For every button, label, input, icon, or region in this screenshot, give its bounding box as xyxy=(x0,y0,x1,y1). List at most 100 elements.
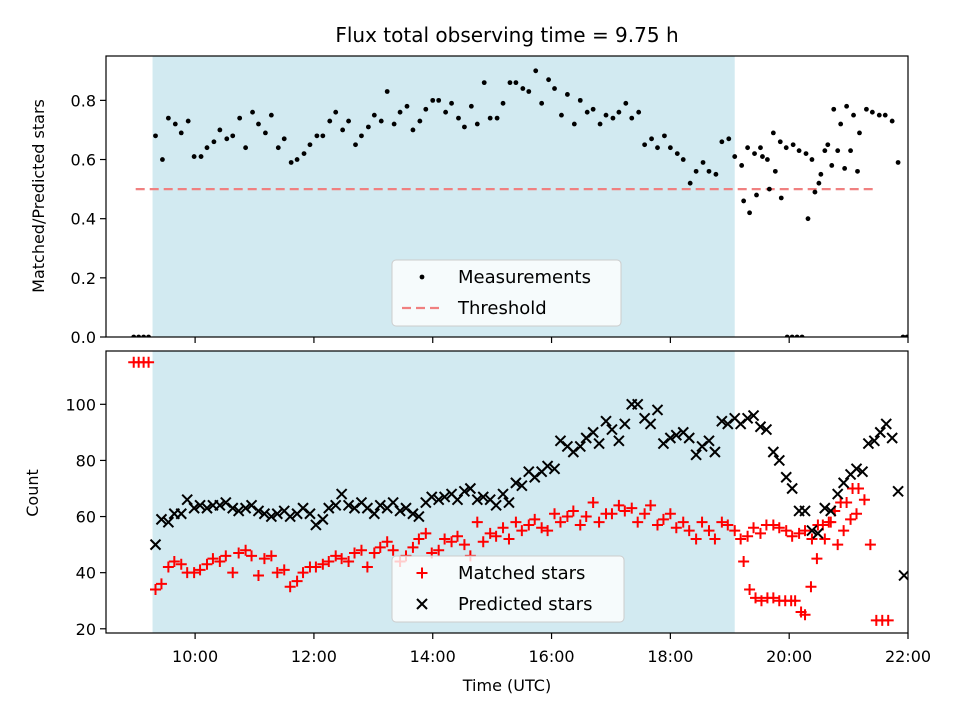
data-point xyxy=(559,112,564,118)
data-point xyxy=(882,112,888,118)
data-point xyxy=(153,133,158,139)
legend-box xyxy=(391,555,625,623)
legend-label: Threshold xyxy=(457,298,547,319)
data-point xyxy=(387,496,399,509)
data-point xyxy=(831,488,844,500)
data-point xyxy=(343,555,355,567)
data-point xyxy=(355,544,367,556)
data-point xyxy=(542,525,554,537)
y-tick-label: 0.0 xyxy=(71,328,96,347)
data-point xyxy=(799,505,811,517)
data-point xyxy=(696,516,708,528)
data-point xyxy=(613,435,625,447)
data-point xyxy=(394,505,406,517)
data-point xyxy=(603,112,609,118)
data-point xyxy=(772,168,778,174)
data-point xyxy=(616,109,622,115)
legend-label: Matched stars xyxy=(458,563,585,584)
data-point xyxy=(243,145,249,151)
data-point xyxy=(655,145,660,151)
top-panel: 0.0 0.2 0.4 0.6 0.8 Measurements Threshold xyxy=(71,55,909,347)
data-point xyxy=(819,533,831,545)
data-point xyxy=(507,80,513,86)
data-point xyxy=(765,157,770,162)
data-point xyxy=(529,513,541,525)
data-point xyxy=(191,154,197,159)
data-point xyxy=(439,533,451,545)
data-point xyxy=(670,522,682,534)
data-point xyxy=(587,497,599,509)
data-point xyxy=(844,103,850,109)
data-point xyxy=(880,418,892,430)
data-point xyxy=(288,160,294,165)
data-point xyxy=(172,121,178,127)
data-point xyxy=(404,103,410,109)
data-point xyxy=(741,198,747,204)
data-point xyxy=(258,508,271,520)
legend: Matched stars Predicted stars xyxy=(391,555,625,623)
data-point xyxy=(549,508,561,520)
data-point xyxy=(430,97,436,103)
x-axis-label: Time (UTC) xyxy=(462,676,551,695)
data-point xyxy=(155,513,168,526)
data-point xyxy=(662,133,667,139)
data-point xyxy=(487,115,493,121)
data-point xyxy=(719,139,725,145)
data-point xyxy=(407,508,419,520)
data-point xyxy=(391,121,397,127)
data-point xyxy=(606,423,618,436)
data-point xyxy=(851,112,856,118)
data-point xyxy=(750,592,762,604)
data-point xyxy=(335,488,348,500)
data-point xyxy=(456,115,461,121)
data-point xyxy=(523,519,535,531)
data-point xyxy=(738,555,750,567)
data-point xyxy=(892,485,904,498)
data-point xyxy=(490,530,502,542)
series-matched-stars xyxy=(128,356,894,626)
data-point xyxy=(175,558,187,570)
data-point xyxy=(310,561,322,573)
data-point xyxy=(340,127,346,133)
data-point xyxy=(806,524,818,537)
data-point xyxy=(275,145,281,151)
y-tick-label: 0.6 xyxy=(71,151,96,170)
x-tick-label: 18:00 xyxy=(647,647,693,666)
data-point xyxy=(703,525,715,537)
data-point xyxy=(806,533,818,545)
data-point xyxy=(760,423,773,436)
data-point xyxy=(693,168,699,174)
data-point xyxy=(825,505,837,517)
data-point xyxy=(680,157,686,162)
data-point xyxy=(539,100,545,106)
data-point xyxy=(851,508,863,520)
data-point xyxy=(458,485,471,498)
data-point xyxy=(584,109,590,115)
data-point xyxy=(610,115,616,121)
y-tick-label: 60 xyxy=(76,508,96,527)
data-point xyxy=(773,522,785,534)
data-point xyxy=(799,609,811,621)
data-point xyxy=(606,508,618,520)
data-point xyxy=(413,510,425,523)
data-point xyxy=(623,100,629,106)
legend-item: Matched stars xyxy=(416,563,585,584)
data-point xyxy=(670,429,683,441)
data-point xyxy=(754,192,759,198)
data-point xyxy=(204,145,210,151)
data-point xyxy=(520,86,526,91)
data-point xyxy=(745,145,750,151)
data-point xyxy=(239,502,252,514)
data-point xyxy=(503,496,515,509)
data-point xyxy=(230,133,236,139)
data-point xyxy=(742,530,754,542)
data-point xyxy=(580,511,592,523)
data-point xyxy=(664,432,677,444)
data-point xyxy=(770,130,776,136)
data-point xyxy=(446,536,458,548)
data-point xyxy=(722,519,734,531)
data-point xyxy=(246,550,258,562)
data-point xyxy=(317,558,329,570)
data-point xyxy=(423,106,429,112)
data-point xyxy=(426,491,438,503)
